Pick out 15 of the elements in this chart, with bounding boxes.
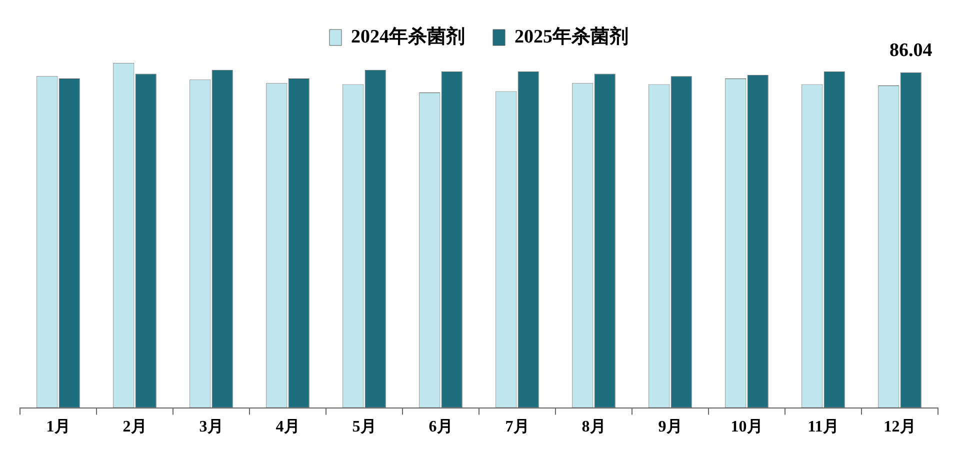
legend-label: 2025年杀菌剂 xyxy=(514,25,628,48)
x-tick-label: 5月 xyxy=(352,418,376,436)
x-tick-label: 8月 xyxy=(582,418,606,436)
x-tick-label: 2月 xyxy=(122,418,147,436)
x-tick-label: 3月 xyxy=(199,418,224,436)
x-tick-label: 7月 xyxy=(505,418,530,436)
x-tick-label: 11月 xyxy=(808,418,839,436)
x-tick-label: 4月 xyxy=(276,418,300,436)
x-tick-label: 9月 xyxy=(658,418,682,436)
legend-label: 2024年杀菌剂 xyxy=(351,25,465,48)
x-tick-label: 6月 xyxy=(428,418,453,436)
data-label: 86.04 xyxy=(889,40,933,61)
x-tick-label: 1月 xyxy=(46,418,70,436)
x-tick-label: 12月 xyxy=(884,418,916,436)
x-tick-label: 10月 xyxy=(730,418,763,436)
